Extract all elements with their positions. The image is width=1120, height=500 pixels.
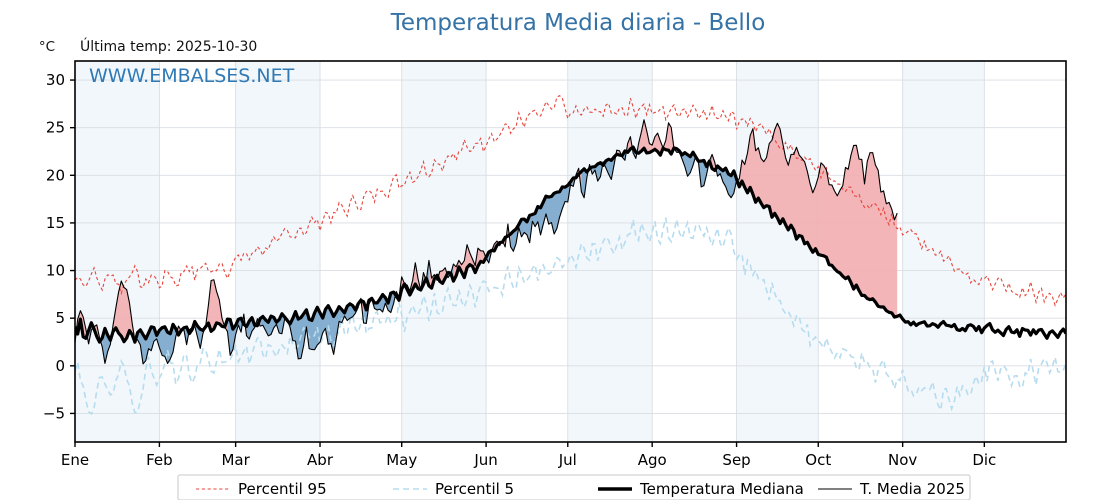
legend-label-1: Percentil 95 xyxy=(238,480,327,498)
x-tick-label: Jun xyxy=(473,451,497,469)
x-tick-label: Sep xyxy=(722,451,750,469)
gridlines xyxy=(75,61,1066,442)
x-tick-label: Oct xyxy=(805,451,831,469)
legend-label-2: Percentil 5 xyxy=(435,480,514,498)
watermark-link[interactable]: WWW.EMBALSES.NET xyxy=(89,65,295,87)
cool-anomaly-fill xyxy=(363,291,397,324)
month-background-bands xyxy=(75,61,1066,442)
legend-box xyxy=(177,474,971,500)
temperatura-mediana-line xyxy=(75,145,1066,344)
x-tick-label: Jul xyxy=(558,451,577,469)
y-tick-label: 5 xyxy=(55,309,65,327)
month-band xyxy=(75,61,160,442)
y-axis-unit-label: °C xyxy=(39,39,55,55)
month-band xyxy=(984,61,1066,442)
cool-anomaly-fill xyxy=(102,324,114,364)
legend-label-3: Temperatura Mediana xyxy=(639,480,804,498)
month-band xyxy=(235,61,321,442)
anomaly-fills xyxy=(75,119,898,364)
x-tick-label: Ene xyxy=(61,451,89,469)
x-tick-label: Nov xyxy=(888,451,917,469)
y-axis-ticks: −5 0 5 10 15 20 25 30 xyxy=(43,71,75,422)
x-tick-label: Abr xyxy=(307,451,334,469)
warm-anomaly-fill xyxy=(113,281,138,343)
x-axis-ticks: Ene Feb Mar Abr May Jun Jul Ago Sep Oct Nov Dic xyxy=(61,442,996,469)
plot-frame xyxy=(74,60,1067,443)
month-band xyxy=(401,61,487,442)
warm-anomaly-fill xyxy=(739,123,898,318)
y-tick-label: 15 xyxy=(46,214,65,232)
cool-anomaly-fill xyxy=(510,174,576,252)
warm-anomaly-fill xyxy=(428,260,438,289)
percentil-95-line xyxy=(75,95,1066,307)
cool-anomaly-fill xyxy=(486,244,495,263)
month-band xyxy=(320,61,402,442)
page-title: Temperatura Media diaria - Bello xyxy=(390,10,766,36)
month-band xyxy=(486,61,568,442)
x-tick-label: May xyxy=(386,451,417,469)
month-band xyxy=(736,61,819,442)
warm-anomaly-fill xyxy=(453,244,487,282)
y-tick-label: 0 xyxy=(55,357,65,375)
y-tick-label: 10 xyxy=(46,262,65,280)
percentil-5-line xyxy=(75,217,1066,416)
y-tick-label: 25 xyxy=(46,119,65,137)
last-temp-label: Última temp: 2025-10-30 xyxy=(80,37,257,55)
warm-anomaly-fill xyxy=(396,262,421,301)
cool-anomaly-fill xyxy=(673,147,696,177)
x-tick-label: Mar xyxy=(221,451,250,469)
x-tick-label: Feb xyxy=(146,451,173,469)
y-tick-label: −5 xyxy=(43,404,65,422)
x-tick-label: Ago xyxy=(638,451,667,469)
y-tick-label: 30 xyxy=(46,71,65,89)
legend-label-4: T. Media 2025 xyxy=(859,480,965,498)
y-tick-label: 20 xyxy=(46,166,65,184)
chart-legend: Percentil 95 Percentil 5 Temperatura Media… xyxy=(177,474,971,500)
month-band xyxy=(567,61,653,442)
warm-anomaly-fill xyxy=(638,119,674,156)
x-tick-label: Dic xyxy=(972,451,996,469)
month-band xyxy=(652,61,737,442)
month-band xyxy=(159,61,236,442)
month-band xyxy=(902,61,985,442)
